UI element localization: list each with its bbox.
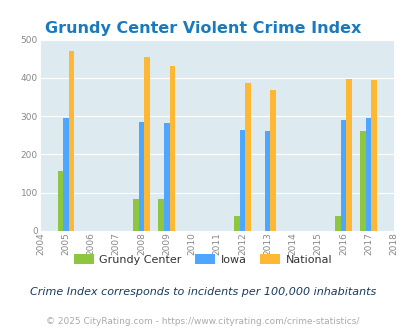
- Bar: [245, 83, 250, 231]
- Bar: [234, 216, 239, 231]
- Text: Grundy Center Violent Crime Index: Grundy Center Violent Crime Index: [45, 21, 360, 36]
- Bar: [58, 171, 63, 231]
- Bar: [169, 66, 175, 231]
- Text: Crime Index corresponds to incidents per 100,000 inhabitants: Crime Index corresponds to incidents per…: [30, 287, 375, 297]
- Bar: [158, 199, 164, 231]
- Bar: [144, 57, 149, 231]
- Bar: [359, 131, 365, 231]
- Bar: [270, 90, 275, 231]
- Bar: [334, 216, 340, 231]
- Bar: [139, 122, 144, 231]
- Text: © 2025 CityRating.com - https://www.cityrating.com/crime-statistics/: © 2025 CityRating.com - https://www.city…: [46, 317, 359, 326]
- Bar: [239, 130, 245, 231]
- Bar: [63, 118, 68, 231]
- Bar: [365, 118, 371, 231]
- Bar: [371, 80, 376, 231]
- Bar: [340, 119, 345, 231]
- Bar: [345, 79, 351, 231]
- Bar: [68, 51, 74, 231]
- Bar: [133, 199, 139, 231]
- Bar: [264, 131, 270, 231]
- Legend: Grundy Center, Iowa, National: Grundy Center, Iowa, National: [69, 250, 336, 269]
- Bar: [164, 123, 169, 231]
